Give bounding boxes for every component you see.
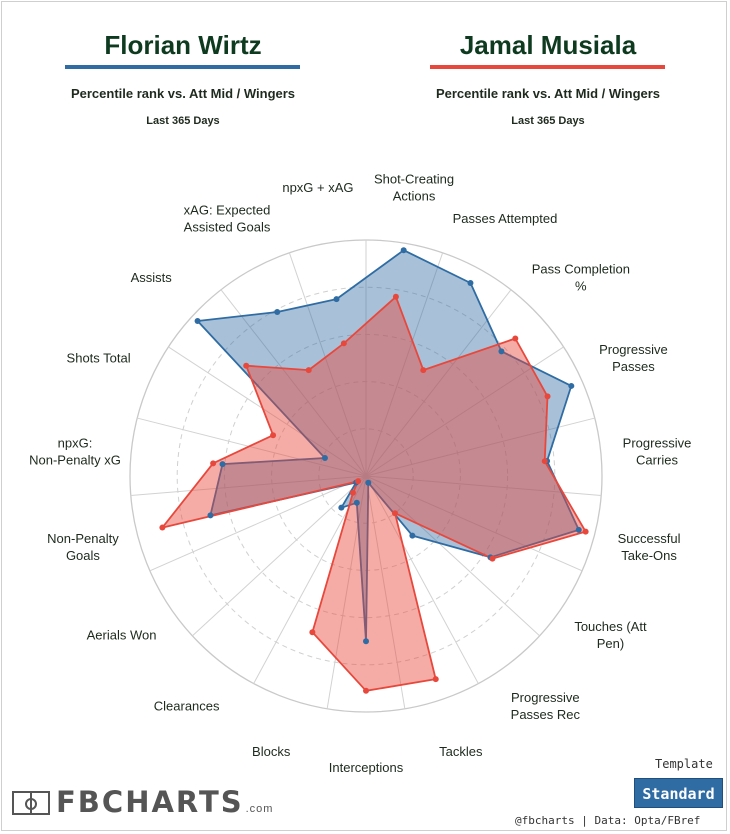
- axis-label: Touches (Att Pen): [574, 619, 647, 651]
- data-point: [194, 317, 201, 324]
- data-point: [243, 362, 250, 369]
- radar-spoke: [137, 417, 367, 477]
- data-point: [512, 335, 519, 342]
- data-point: [270, 432, 277, 439]
- data-point: [274, 309, 281, 316]
- data-point: [219, 461, 226, 468]
- data-point: [420, 367, 427, 374]
- axis-label: Shot-Creating Actions: [374, 171, 454, 203]
- data-point: [321, 454, 328, 461]
- data-point: [355, 478, 362, 485]
- data-point: [338, 504, 345, 511]
- axis-label: Non-Penalty Goals: [47, 531, 119, 563]
- logo-suffix: .com: [245, 803, 274, 815]
- data-point: [365, 479, 372, 486]
- data-point: [207, 512, 214, 519]
- template-label: Template: [655, 757, 713, 771]
- axis-label: Successful Take-Ons: [618, 531, 681, 563]
- radar-spoke: [192, 475, 367, 637]
- logo-text: FBCHARTS: [56, 785, 244, 819]
- axis-label: Interceptions: [329, 760, 404, 775]
- data-point: [159, 524, 166, 531]
- radar-spoke: [168, 346, 367, 477]
- data-point: [467, 279, 474, 286]
- axis-label: xAG: Expected Assisted Goals: [184, 203, 271, 235]
- data-point: [333, 296, 340, 303]
- radar-spoke: [365, 475, 540, 637]
- radar-spoke: [220, 289, 367, 477]
- data-point: [391, 510, 398, 517]
- data-point: [363, 638, 369, 645]
- radar-spoke: [130, 475, 367, 496]
- radar-spoke: [365, 417, 595, 477]
- radar-spoke: [365, 346, 564, 477]
- data-point: [544, 393, 551, 400]
- axis-label: npxG: Non-Penalty xG: [29, 435, 121, 467]
- radar-spoke: [149, 475, 367, 572]
- series-area-2: [161, 295, 587, 692]
- axis-label: Progressive Passes: [599, 342, 668, 374]
- player1-name: Florian Wirtz: [104, 30, 262, 60]
- player1-period: Last 365 Days: [146, 115, 220, 127]
- data-point: [568, 382, 575, 389]
- radar-spoke: [326, 475, 367, 709]
- data-point: [541, 458, 548, 465]
- data-point: [392, 293, 399, 300]
- axis-label: Tackles: [439, 744, 483, 759]
- radar-spoke: [365, 475, 406, 709]
- data-point: [400, 247, 407, 254]
- data-point: [305, 367, 312, 374]
- data-point: [575, 526, 582, 533]
- data-point: [349, 489, 356, 496]
- series-area-1: [196, 249, 580, 643]
- data-credit: @fbcharts | Data: Opta/FBref: [515, 814, 701, 827]
- player1-subtitle: Percentile rank vs. Att Mid / Wingers: [70, 86, 296, 101]
- radar-ring: [318, 428, 414, 524]
- data-point: [210, 460, 217, 467]
- radar-spoke: [288, 252, 367, 477]
- data-point: [409, 532, 416, 539]
- axis-label: Progressive Carries: [623, 435, 692, 467]
- data-point: [432, 676, 439, 683]
- player2-subtitle: Percentile rank vs. Att Mid / Wingers: [435, 86, 661, 101]
- template-standard-button[interactable]: Standard: [634, 778, 723, 808]
- radar-spoke: [365, 475, 479, 684]
- fbcharts-logo: FBCHARTS .com: [12, 785, 274, 819]
- player2-period: Last 365 Days: [511, 115, 585, 127]
- axis-label: Progressive Passes Rec: [511, 690, 581, 722]
- axis-label: Blocks: [252, 744, 291, 759]
- axis-label: Pass Completion%: [532, 262, 630, 294]
- player1-name-underline: [65, 65, 300, 69]
- axis-label: Shots Total: [67, 351, 131, 366]
- data-point: [582, 528, 589, 535]
- axis-label: Assists: [131, 270, 173, 285]
- data-point: [363, 687, 369, 694]
- data-point: [309, 629, 316, 636]
- axis-label: Passes Attempted: [453, 211, 558, 226]
- data-point: [498, 348, 505, 355]
- player2-name-underline: [430, 65, 665, 69]
- axis-label: npxG + xAG: [282, 180, 353, 195]
- player2-name: Jamal Musiala: [459, 30, 637, 60]
- axis-label: Aerials Won: [87, 628, 157, 643]
- radar-spoke: [365, 475, 583, 572]
- data-point: [353, 499, 360, 506]
- axis-label: Clearances: [154, 698, 220, 713]
- data-point: [340, 340, 347, 347]
- pitch-icon: [12, 791, 50, 815]
- radar-spoke: [365, 252, 444, 477]
- data-point: [489, 555, 496, 562]
